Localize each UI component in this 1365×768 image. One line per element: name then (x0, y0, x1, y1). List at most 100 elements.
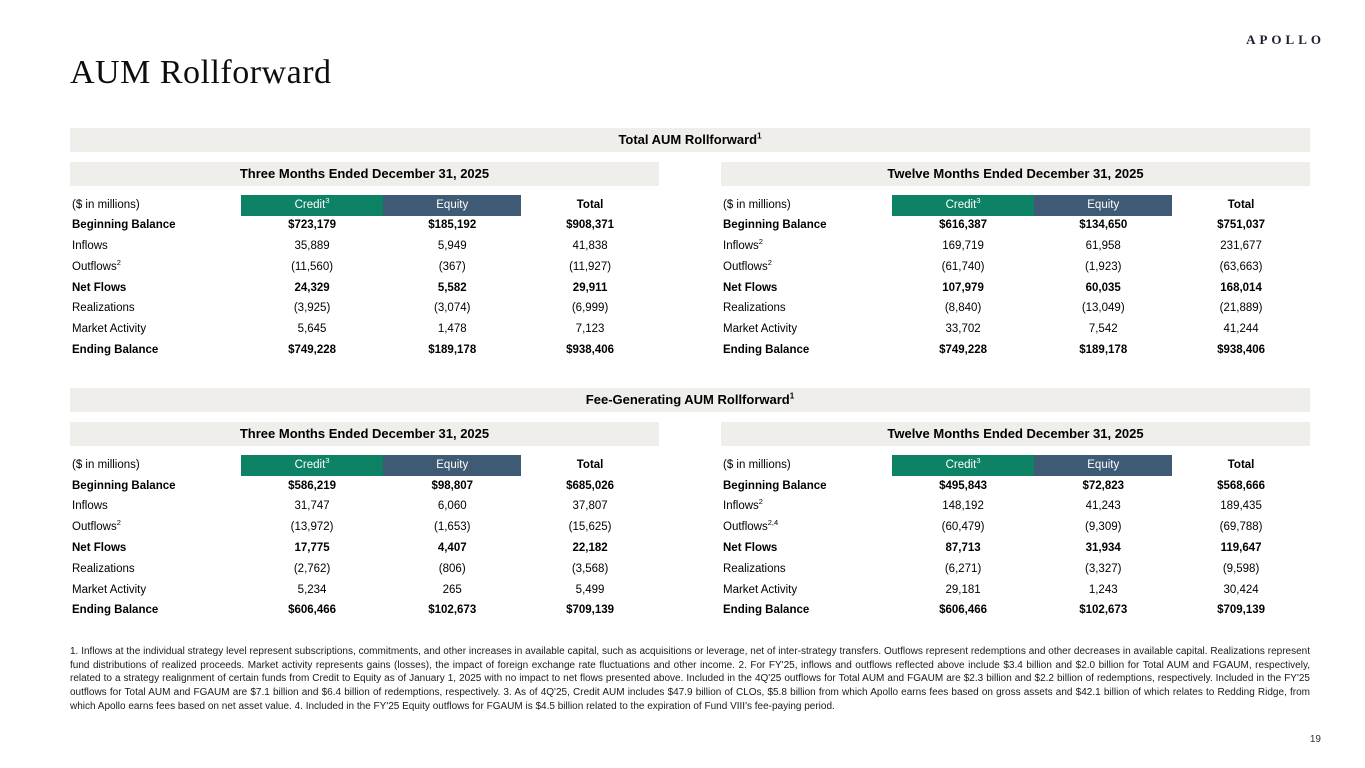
row-label: Realizations (723, 562, 786, 575)
row-label: Beginning Balance (72, 479, 176, 492)
row-label: Outflows2 (723, 258, 772, 273)
cell-value: 265 (442, 583, 462, 596)
equity-column-header: Equity (1034, 455, 1173, 477)
credit-label: Credit (294, 458, 326, 471)
cell-value: (8,840) (944, 302, 982, 315)
cell-value: 7,123 (575, 323, 605, 336)
cell-value: (6,999) (571, 302, 609, 315)
row-label: Inflows (72, 240, 108, 253)
credit-column-header: Credit3 (891, 455, 1035, 477)
cell-value: (13,972) (290, 521, 334, 534)
cell-value: $685,026 (566, 479, 615, 492)
cell-value: $751,037 (1217, 219, 1266, 232)
total-column-header: Total (1227, 458, 1255, 471)
cell-value: 41,243 (1085, 500, 1121, 513)
credit-footnote-ref: 3 (976, 456, 981, 466)
cell-value: 168,014 (1220, 281, 1262, 294)
table-total-aum-three-months: ($ in millions) Credit3 Equity Total Beg… (70, 195, 659, 361)
cell-value: $709,139 (566, 604, 615, 617)
total-column-header: Total (576, 458, 604, 471)
page-number: 19 (1309, 734, 1321, 745)
table-row: Inflows2 148,192 41,243 189,435 (721, 497, 1310, 518)
footnote-ref: 2 (116, 258, 121, 268)
cell-value: (3,327) (1085, 562, 1122, 575)
cell-value: 4,407 (437, 542, 467, 555)
table-row: Beginning Balance $586,219 $98,807 $685,026 (70, 476, 659, 497)
cell-value: (9,598) (1222, 562, 1260, 575)
cell-value: $908,371 (566, 219, 615, 232)
cell-value: 119,647 (1220, 542, 1262, 555)
cell-value: $102,673 (428, 604, 477, 617)
cell-value: (61,740) (941, 260, 985, 273)
cell-value: 29,911 (572, 281, 608, 294)
cell-value: $938,406 (566, 344, 615, 357)
cell-value: (367) (438, 260, 466, 273)
units-label: ($ in millions) (723, 198, 791, 211)
cell-value: 5,582 (437, 281, 467, 294)
cell-value: $723,179 (288, 219, 337, 232)
table-row: Realizations (2,762) (806) (3,568) (70, 559, 659, 580)
table-row: Realizations (3,925) (3,074) (6,999) (70, 299, 659, 320)
cell-value: (1,653) (434, 521, 471, 534)
credit-column-header: Credit3 (240, 195, 384, 216)
section-title-footnote-ref: 1 (789, 392, 795, 402)
cell-value: 24,329 (294, 281, 330, 294)
row-label: Inflows (72, 500, 108, 513)
row-label: Inflows2 (723, 237, 763, 253)
period-header-three-months: Three Months Ended December 31, 2025 (70, 162, 659, 186)
cell-value: 6,060 (437, 500, 467, 513)
cell-value: 41,244 (1223, 323, 1259, 336)
equity-column-header: Equity (1034, 195, 1173, 216)
period-header-twelve-months: Twelve Months Ended December 31, 2025 (721, 162, 1310, 186)
cell-value: 87,713 (945, 542, 981, 555)
cell-value: (21,889) (1219, 302, 1263, 315)
row-label: Beginning Balance (723, 219, 827, 232)
table-row: Net Flows 107,979 60,035 168,014 (721, 278, 1310, 299)
footnote-ref: 2 (116, 518, 121, 528)
cell-value: 1,243 (1088, 583, 1118, 596)
table-row: Outflows2,4 (60,479) (9,309) (69,788) (721, 518, 1310, 539)
cell-value: (2,762) (293, 562, 331, 575)
footnotes: 1. Inflows at the individual strategy le… (70, 646, 1310, 712)
row-label: Ending Balance (723, 344, 810, 357)
cell-value: 33,702 (945, 323, 981, 336)
column-three-months: Three Months Ended December 31, 2025 ($ … (70, 412, 659, 621)
cell-value: $102,673 (1079, 604, 1128, 617)
row-label: Ending Balance (723, 604, 810, 617)
row-label: Outflows2 (72, 258, 121, 273)
cell-value: 35,889 (294, 240, 330, 253)
footnote-ref: 2,4 (767, 518, 779, 528)
cell-value: $606,466 (288, 604, 337, 617)
table-row: Ending Balance $606,466 $102,673 $709,139 (70, 601, 659, 622)
cell-value: $495,843 (939, 479, 988, 492)
period-header-three-months: Three Months Ended December 31, 2025 (70, 422, 659, 447)
equity-column-header: Equity (383, 195, 522, 216)
table-row: Realizations (8,840) (13,049) (21,889) (721, 299, 1310, 320)
table-row: Inflows 35,889 5,949 41,838 (70, 237, 659, 258)
total-column-header: Total (576, 198, 604, 211)
cell-value: (9,309) (1085, 521, 1122, 534)
row-label: Market Activity (723, 583, 798, 596)
row-label: Net Flows (72, 281, 127, 294)
cell-value: $586,219 (288, 479, 337, 492)
cell-value: (63,663) (1219, 260, 1263, 273)
cell-value: 5,949 (437, 240, 467, 253)
cell-value: 61,958 (1085, 240, 1121, 253)
table-row: Beginning Balance $495,843 $72,823 $568,666 (721, 476, 1310, 497)
table-row: Outflows2 (13,972) (1,653) (15,625) (70, 518, 659, 539)
section-title-fee-generating-aum: Fee-Generating AUM Rollforward1 (70, 388, 1310, 413)
table-row: Inflows 31,747 6,060 37,807 (70, 497, 659, 518)
cell-value: 5,234 (297, 583, 327, 596)
credit-label: Credit (294, 198, 326, 211)
section-fee-generating-tables: Three Months Ended December 31, 2025 ($ … (70, 412, 1310, 621)
units-label: ($ in millions) (72, 458, 140, 471)
page-title: AUM Rollforward (70, 54, 332, 91)
cell-value: (3,074) (434, 302, 471, 315)
cell-value: 7,542 (1088, 323, 1118, 336)
cell-value: (11,927) (569, 260, 612, 273)
table-row: Outflows2 (11,560) (367) (11,927) (70, 257, 659, 278)
cell-value: $616,387 (939, 219, 988, 232)
cell-value: 31,934 (1085, 542, 1121, 555)
table-row: Market Activity 5,234 265 5,499 (70, 580, 659, 601)
